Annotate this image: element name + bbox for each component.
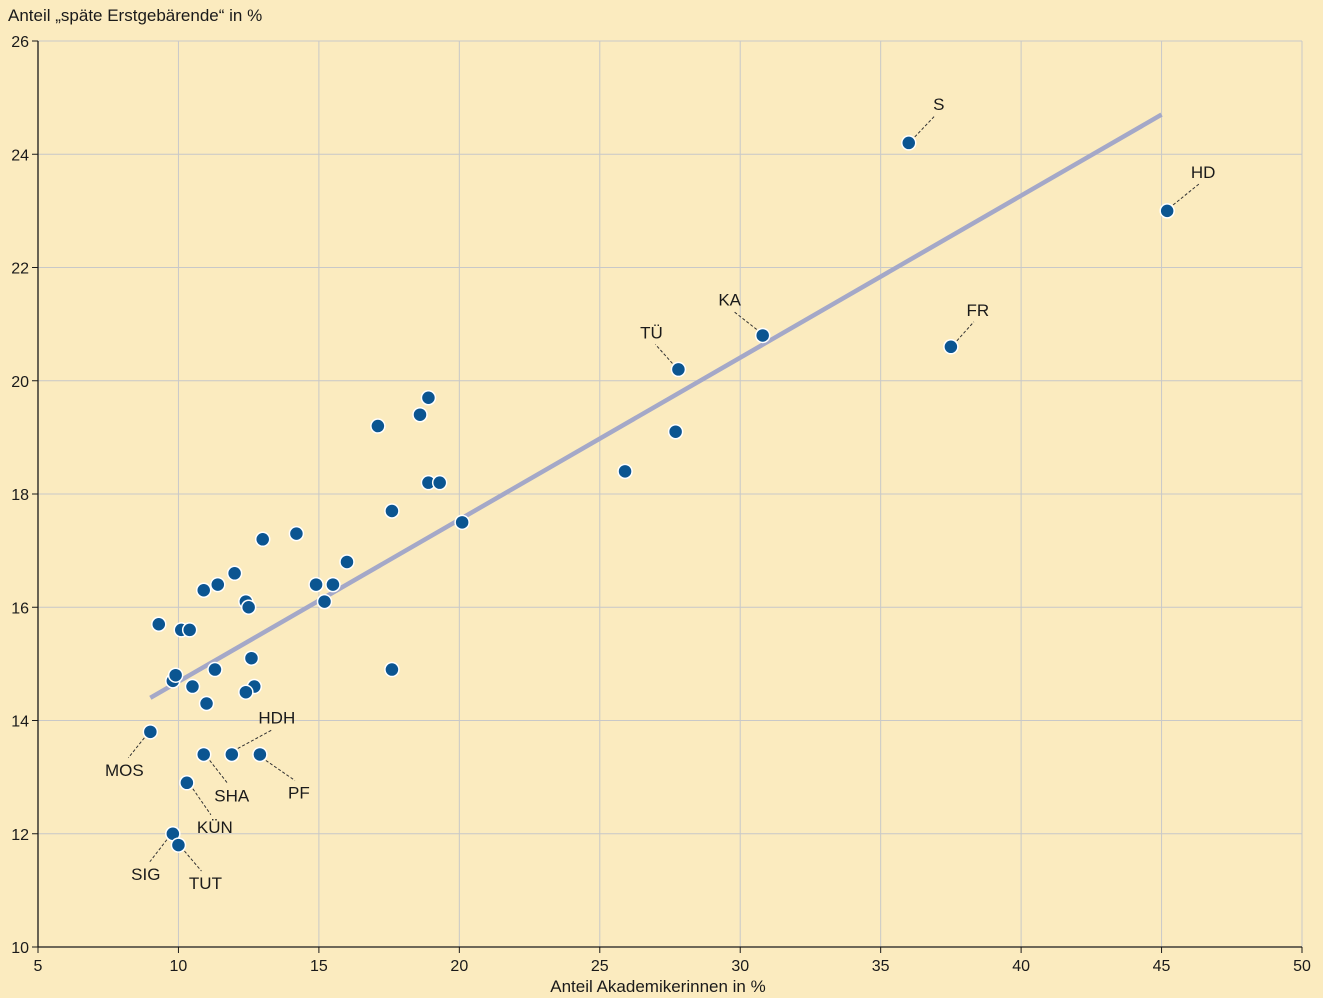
data-point [207,661,223,678]
data-point [670,361,687,378]
label-leader-line [733,311,758,330]
point-label: HDH [258,708,295,727]
point-label: FR [967,301,990,320]
y-tick-label: 22 [11,261,29,278]
y-tick-label: 10 [11,940,29,957]
data-point [384,661,400,678]
data-point [198,695,215,712]
label-leader-line [209,760,229,784]
y-tick-label: 24 [11,147,29,164]
y-tick-label: 14 [11,714,29,731]
point-label: PF [288,783,310,802]
y-tick-label: 20 [11,374,29,391]
data-point [243,650,260,666]
data-point [142,724,159,740]
x-tick-label: 35 [872,958,890,975]
data-point [308,576,324,593]
label-leader-line [127,737,145,759]
data-point [167,667,184,683]
data-point [617,463,633,480]
data-point [170,837,187,853]
label-leader-line [237,729,274,749]
data-point [226,565,243,582]
data-point [339,554,355,570]
data-point [184,678,201,695]
points-group [142,135,1175,853]
x-tick-label: 30 [731,958,749,975]
x-tick-label: 50 [1293,958,1311,975]
data-point [179,775,195,791]
data-point [943,339,959,355]
data-point [254,531,271,548]
y-tick-label: 18 [11,487,29,504]
point-label: MOS [105,761,144,780]
point-label: SHA [214,786,250,805]
data-point [288,525,305,542]
point-label: S [933,95,944,114]
data-point [195,746,212,763]
data-point [420,389,437,406]
x-tick-label: 25 [591,958,609,975]
label-leader-line [1172,183,1200,206]
data-point [454,514,470,531]
point-label: KÜN [197,818,233,837]
data-point [210,576,226,593]
data-point [667,423,684,440]
data-point [252,746,268,763]
label-leader-line [265,760,296,781]
data-point [240,599,257,615]
x-tick-label: 40 [1012,958,1030,975]
label-leader-line [192,788,212,816]
data-point [1159,203,1175,219]
data-point [151,616,167,632]
x-tick-label: 10 [170,958,188,975]
label-leader-line [184,850,202,872]
x-tick-label: 45 [1153,958,1171,975]
data-point [370,418,386,434]
data-point [181,622,198,638]
label-leader-line [914,115,936,138]
x-axis-title: Anteil Akademikerinnen in % [550,977,765,996]
point-label: SIG [131,865,160,884]
label-leader-line [956,321,975,342]
y-tick-label: 26 [11,34,29,51]
point-label: HD [1191,163,1216,182]
trendline [149,112,1163,700]
point-labels-group: S HD FR KA TÜ MOS SHA HDH PF KÜN SIG TUT [105,95,1215,893]
data-point [384,503,400,519]
point-label: TÜ [640,323,663,342]
y-tick-label: 16 [11,600,29,617]
data-point [412,406,428,423]
data-point [431,474,448,491]
data-point [901,135,917,151]
label-leader-line [655,344,673,364]
data-point [195,582,212,599]
x-tick-label: 20 [450,958,468,975]
y-tick-label: 12 [11,827,29,844]
data-point [325,576,341,593]
data-point [238,684,254,700]
y-axis-title: Anteil „späte Erstgebärende“ in % [8,6,263,25]
data-point [224,746,240,763]
point-label: TUT [189,874,222,893]
point-label: KA [718,290,741,309]
axes: 5 10 15 20 25 30 35 40 45 50 10 12 14 16 18 20 22 24 26 [11,34,1311,975]
data-point [316,593,333,610]
label-leader-line [149,839,168,863]
x-tick-label: 15 [310,958,328,975]
data-point [754,327,771,344]
x-tick-label: 5 [34,958,43,975]
grid [38,40,1303,947]
trendline-group [149,112,1163,700]
